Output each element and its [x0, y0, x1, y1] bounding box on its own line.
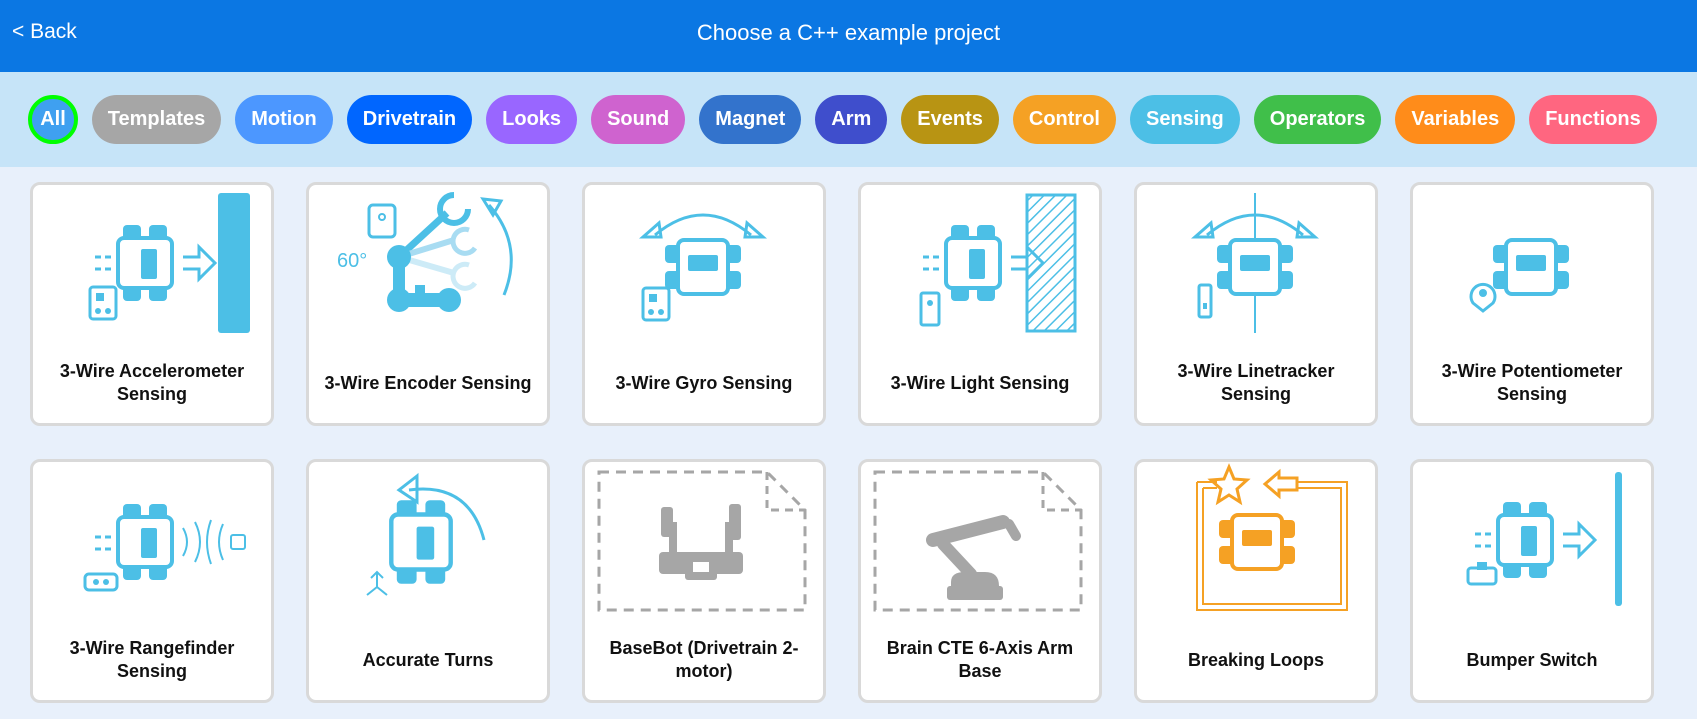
filter-templates[interactable]: Templates — [91, 95, 222, 144]
header-bar: < Back Choose a C++ example project — [0, 0, 1697, 72]
example-card-title: 3-Wire Accelerometer Sensing — [59, 361, 245, 404]
example-card[interactable]: 3-Wire Light Sensing — [858, 182, 1102, 426]
example-card-title: 3-Wire Linetracker Sensing — [1177, 361, 1335, 404]
basebot-template-icon — [597, 470, 807, 612]
filter-motion[interactable]: Motion — [235, 95, 333, 144]
filter-sensing[interactable]: Sensing — [1129, 95, 1240, 144]
angle-label: 60° — [337, 250, 367, 272]
example-card-title: 3-Wire Rangefinder Sensing — [69, 638, 235, 681]
bumper-switch-icon — [1466, 472, 1622, 606]
light-sensor-icon — [919, 193, 1077, 333]
back-button[interactable]: < Back — [12, 20, 77, 43]
rangefinder-icon — [83, 504, 246, 592]
breaking-loops-icon — [1196, 463, 1348, 611]
filter-magnet[interactable]: Magnet — [699, 95, 802, 144]
filter-functions[interactable]: Functions — [1529, 95, 1657, 144]
example-card-title: 3-Wire Potentiometer Sensing — [1441, 361, 1623, 404]
filter-sound[interactable]: Sound — [591, 95, 686, 144]
filter-events[interactable]: Events — [901, 95, 999, 144]
example-card[interactable]: 3-Wire Accelerometer Sensing — [30, 182, 274, 426]
filter-arm[interactable]: Arm — [815, 95, 888, 144]
example-card-title: 3-Wire Gyro Sensing — [615, 372, 793, 393]
example-card-title: Brain CTE 6-Axis Arm Base — [886, 638, 1074, 681]
page-title: Choose a C++ example project — [696, 20, 1001, 45]
gyro-icon — [639, 213, 767, 322]
category-filter-bar: All Templates Motion Drivetrain Looks Sound Ma… — [0, 72, 1697, 167]
example-card[interactable]: BaseBot (Drivetrain 2-motor) — [582, 459, 826, 703]
filter-control[interactable]: Control — [1012, 95, 1116, 144]
filter-looks[interactable]: Looks — [486, 95, 578, 144]
encoder-arm-icon: 60° — [337, 192, 513, 312]
potentiometer-icon — [1469, 238, 1569, 313]
example-card-title: Breaking Loops — [1187, 649, 1325, 670]
accurate-turns-icon — [366, 472, 486, 596]
filter-drivetrain[interactable]: Drivetrain — [346, 95, 473, 144]
example-card-title: 3-Wire Encoder Sensing — [324, 372, 532, 393]
example-card-title: BaseBot (Drivetrain 2-motor) — [609, 638, 799, 681]
linetracker-icon — [1191, 193, 1319, 333]
arm-template-icon — [873, 470, 1083, 612]
example-card[interactable]: 3-Wire Linetracker Sensing — [1134, 182, 1378, 426]
example-card-title: Bumper Switch — [1466, 649, 1598, 670]
example-card[interactable]: 3-Wire Rangefinder Sensing — [30, 459, 274, 703]
example-card-title: 3-Wire Light Sensing — [890, 372, 1070, 393]
example-card[interactable]: Brain CTE 6-Axis Arm Base — [858, 459, 1102, 703]
example-card[interactable]: 3-Wire Gyro Sensing — [582, 182, 826, 426]
filter-all[interactable]: All — [28, 95, 78, 144]
accelerometer-icon — [88, 193, 250, 333]
filter-variables[interactable]: Variables — [1395, 95, 1516, 144]
example-card-title: Accurate Turns — [362, 649, 494, 670]
example-card[interactable]: 60° 3-Wire Encoder Sensing — [306, 182, 550, 426]
example-project-grid: 3-Wire Accelerometer Sensing 60° 3-Wire … — [30, 182, 1654, 703]
example-card[interactable]: 3-Wire Potentiometer Sensing — [1410, 182, 1654, 426]
example-card[interactable]: Bumper Switch — [1410, 459, 1654, 703]
filter-operators[interactable]: Operators — [1253, 95, 1382, 144]
example-card[interactable]: Accurate Turns — [306, 459, 550, 703]
example-card[interactable]: Breaking Loops — [1134, 459, 1378, 703]
